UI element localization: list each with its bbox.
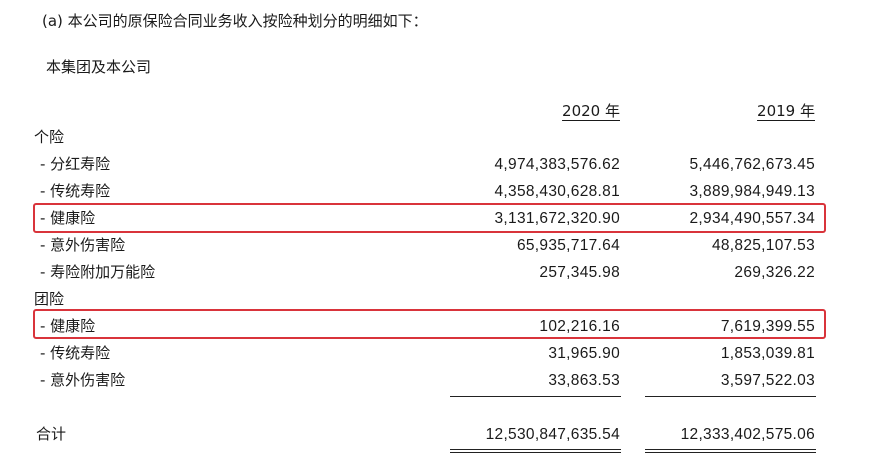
row-value-2019: 2,934,490,557.34 bbox=[689, 210, 815, 227]
row-value-2020: 4,974,383,576.62 bbox=[494, 156, 620, 173]
scope-label: 本集团及本公司 bbox=[46, 58, 152, 76]
column-header-2020: 2020 年 bbox=[562, 102, 620, 120]
subtotal-rule-2020 bbox=[450, 396, 621, 397]
section-label-group: 团险 bbox=[34, 290, 65, 308]
total-double-rule-2020-a bbox=[450, 449, 621, 450]
row-label: - 寿险附加万能险 bbox=[40, 263, 156, 281]
row-value-2020: 31,965.90 bbox=[548, 345, 620, 362]
row-value-2019: 3,889,984,949.13 bbox=[689, 183, 815, 200]
highlight-box-group-health bbox=[33, 309, 826, 339]
row-label: - 健康险 bbox=[40, 209, 96, 227]
row-label: - 意外伤害险 bbox=[40, 236, 126, 254]
total-value-2019: 12,333,402,575.06 bbox=[680, 426, 815, 443]
highlight-box-individual-health bbox=[33, 203, 826, 233]
total-label: 合计 bbox=[36, 425, 67, 443]
row-label: - 意外伤害险 bbox=[40, 371, 126, 389]
row-label: - 传统寿险 bbox=[40, 182, 111, 200]
total-double-rule-2019-b bbox=[645, 452, 816, 453]
row-label: - 分红寿险 bbox=[40, 155, 111, 173]
row-value-2019: 1,853,039.81 bbox=[720, 345, 815, 362]
row-value-2020: 3,131,672,320.90 bbox=[494, 210, 620, 227]
total-value-2020: 12,530,847,635.54 bbox=[485, 426, 620, 443]
row-value-2020: 102,216.16 bbox=[539, 318, 620, 335]
subtotal-rule-2019 bbox=[645, 396, 816, 397]
row-value-2019: 5,446,762,673.45 bbox=[689, 156, 815, 173]
row-label: - 传统寿险 bbox=[40, 344, 111, 362]
row-value-2020: 33,863.53 bbox=[548, 372, 620, 389]
row-value-2019: 3,597,522.03 bbox=[720, 372, 815, 389]
column-header-2019: 2019 年 bbox=[757, 102, 815, 120]
row-value-2020: 65,935,717.64 bbox=[516, 237, 620, 254]
total-double-rule-2020-b bbox=[450, 452, 621, 453]
row-value-2019: 269,326.22 bbox=[734, 264, 815, 281]
row-label: - 健康险 bbox=[40, 317, 96, 335]
section-label-individual: 个险 bbox=[34, 128, 65, 146]
total-double-rule-2019-a bbox=[645, 449, 816, 450]
row-value-2020: 4,358,430,628.81 bbox=[494, 183, 620, 200]
row-value-2020: 257,345.98 bbox=[539, 264, 620, 281]
row-value-2019: 7,619,399.55 bbox=[720, 318, 815, 335]
section-heading: (a) 本公司的原保险合同业务收入按险种划分的明细如下： bbox=[42, 12, 428, 30]
row-value-2019: 48,825,107.53 bbox=[711, 237, 815, 254]
